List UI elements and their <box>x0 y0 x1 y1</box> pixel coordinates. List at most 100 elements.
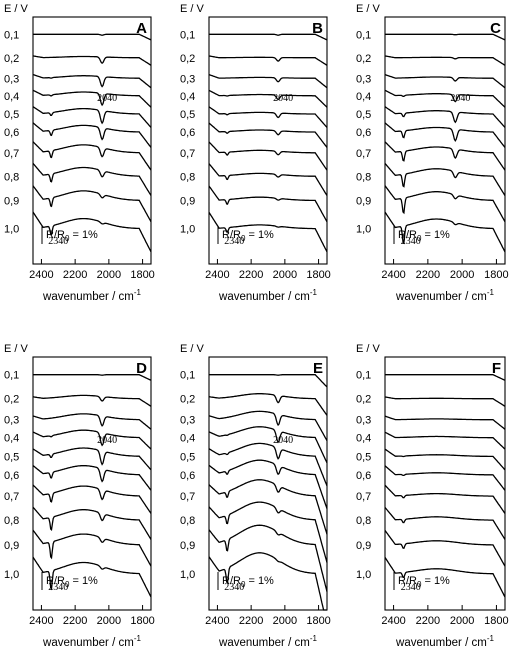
potential-label: 1,0 <box>4 224 19 236</box>
panel-label: C <box>490 20 501 37</box>
spectrum-line <box>32 484 152 514</box>
potential-label: 0,2 <box>180 394 195 406</box>
annotation-2340: 2340 <box>48 236 68 247</box>
potential-label: 0,3 <box>4 73 19 85</box>
annotation-2040: 2040 <box>97 435 117 446</box>
x-tick-label: 2000 <box>97 615 121 627</box>
x-tick-label: 2200 <box>239 615 263 627</box>
spectrum-line <box>32 556 152 598</box>
potential-label: 0,9 <box>4 196 19 208</box>
x-axis-title: wavenumber / cm-1 <box>218 288 317 303</box>
spectrum-line <box>384 557 506 598</box>
potential-label: 1,0 <box>180 224 195 236</box>
spectrum-line <box>32 185 152 223</box>
annotation-2340: 2340 <box>48 582 68 593</box>
spectrum-line <box>208 393 328 416</box>
potential-label: 0,6 <box>4 470 19 482</box>
spectrum-line <box>384 185 506 223</box>
potential-label: 1,0 <box>180 569 195 581</box>
potential-label: 0,8 <box>4 171 19 183</box>
spectrum-line <box>208 141 328 171</box>
spectrum-line <box>384 211 506 253</box>
y-axis-title: E / V <box>356 3 381 15</box>
x-tick-label: 2200 <box>416 615 440 627</box>
spectrum-line <box>384 89 506 108</box>
potential-label: 1,0 <box>356 569 371 581</box>
spectrum-line <box>32 529 152 567</box>
panel-F: F E / V 0,1 0,2 0,3 0,4 0,5 0,6 0,7 0,8 0,9 1,0 2340… <box>356 343 509 649</box>
scale-bar-label: R/R0 = 1% <box>222 575 274 589</box>
panel-A: A E / V 0,1 0,2 0,3 0,4 0,5 0,6 0,7 0,8 0,9 1,0 2040… <box>4 3 155 303</box>
y-axis-title: E / V <box>4 3 29 15</box>
spectrum-line <box>384 506 506 540</box>
y-axis-title: E / V <box>180 3 205 15</box>
x-tick-label: 2000 <box>273 615 297 627</box>
spectrum-line <box>208 501 328 563</box>
potential-label: 0,6 <box>4 127 19 139</box>
x-axis-title: wavenumber / cm-1 <box>218 634 317 649</box>
spectrum-line <box>384 55 506 66</box>
x-tick-label: 2200 <box>416 269 440 281</box>
x-tick-label: 2000 <box>450 269 474 281</box>
potential-label: 0,8 <box>356 515 371 527</box>
x-tick-label: 1800 <box>306 269 330 281</box>
x-tick-label: 2400 <box>381 615 405 627</box>
spectrum-line <box>208 89 328 108</box>
potential-label: 0,9 <box>180 540 195 552</box>
annotation-2040: 2040 <box>273 93 293 104</box>
potential-label: 0,2 <box>4 394 19 406</box>
potential-label: 0,7 <box>180 491 195 503</box>
potential-label: 0,8 <box>180 171 195 183</box>
spectrum-line <box>32 89 152 108</box>
potential-label: 0,6 <box>180 127 195 139</box>
potential-label: 0,2 <box>356 394 371 406</box>
spectrum-line <box>32 73 152 89</box>
spectrum-line <box>32 141 152 171</box>
potential-label: 0,5 <box>356 109 371 121</box>
scale-bar-label: R/R0 = 1% <box>398 229 450 243</box>
panel-label: F <box>492 360 501 377</box>
y-axis-title: E / V <box>356 343 381 355</box>
spectrum-line <box>208 106 328 128</box>
x-tick-label: 2400 <box>381 269 405 281</box>
x-tick-label: 2400 <box>205 269 229 281</box>
panel-frame <box>32 16 152 265</box>
potential-label: 0,5 <box>180 109 195 121</box>
spectrum-line <box>32 394 152 407</box>
potential-label: 0,7 <box>4 148 19 160</box>
panel-label: D <box>136 360 147 377</box>
potential-label: 0,3 <box>356 73 371 85</box>
spectrum-line <box>208 410 328 442</box>
potential-label: 1,0 <box>4 569 19 581</box>
spectrum-line <box>32 162 152 196</box>
potential-label: 0,4 <box>356 91 371 103</box>
x-tick-label: 2200 <box>63 269 87 281</box>
spectrum-line <box>384 448 506 471</box>
panel-B: B E / V 0,1 0,2 0,3 0,4 0,5 0,6 0,7 0,8 0,9 1,0 2040… <box>180 3 331 303</box>
spectrum-line <box>208 211 328 253</box>
spectrum-line <box>209 374 328 388</box>
potential-label: 0,3 <box>180 415 195 427</box>
panel-label: B <box>312 20 323 37</box>
spectrum-line <box>32 55 152 66</box>
spectrum-line <box>384 484 506 514</box>
spectrum-line <box>208 426 328 464</box>
scale-bar-label: R/R0 = 1% <box>398 575 450 589</box>
potential-label: 0,9 <box>356 196 371 208</box>
scale-bar-label: R/R0 = 1% <box>222 229 274 243</box>
panel-E: E E / V 0,1 0,2 0,3 0,4 0,5 0,6 0,7 0,8 0,9 1,0 2040… <box>180 343 331 649</box>
panel-frame <box>384 356 506 611</box>
potential-label: 0,5 <box>4 109 19 121</box>
spectrum-line <box>33 374 152 381</box>
y-axis-title: E / V <box>4 343 29 355</box>
panel-D: D E / V 0,1 0,2 0,3 0,4 0,5 0,6 0,7 0,8 0,9 1,0 2040… <box>4 343 155 649</box>
annotation-2340: 2340 <box>224 236 244 247</box>
potential-label: 0,3 <box>356 415 371 427</box>
potential-label: 0,9 <box>356 540 371 552</box>
panel-frame <box>384 16 506 265</box>
x-tick-label: 2400 <box>205 615 229 627</box>
spectrum-line <box>208 479 328 535</box>
spectrum-line <box>208 163 328 196</box>
potential-label: 0,7 <box>4 491 19 503</box>
